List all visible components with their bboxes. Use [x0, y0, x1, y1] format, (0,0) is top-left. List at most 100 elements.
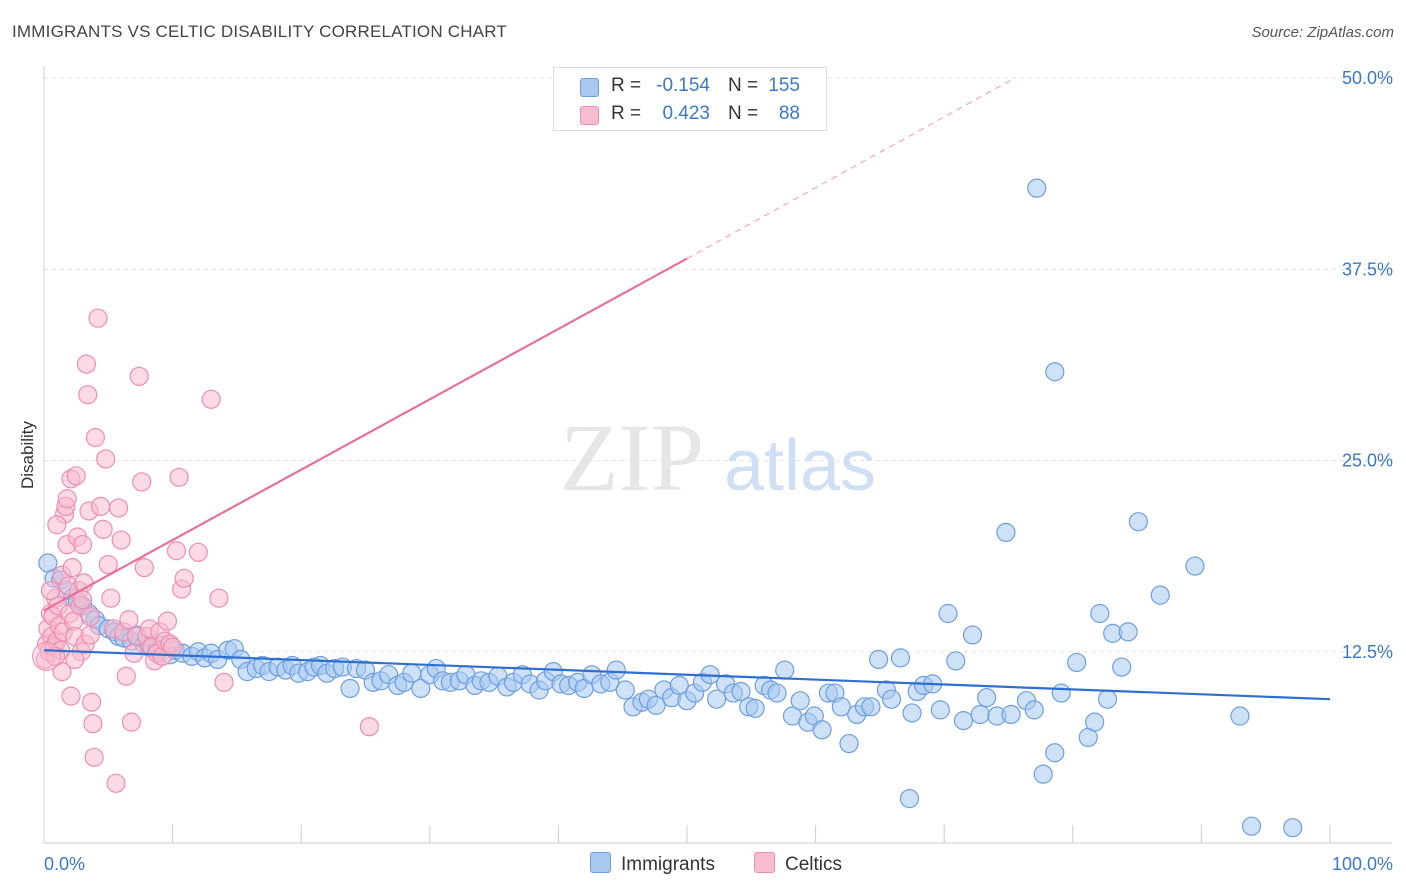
immigrants-point: [615, 680, 635, 700]
immigrants-point: [1090, 603, 1110, 624]
legend-n-value: 155: [768, 75, 800, 96]
immigrants-swatch: [590, 852, 611, 873]
series-legend-celtics[interactable]: Celtics: [754, 852, 842, 876]
celtics-point: [188, 542, 208, 562]
immigrants-point: [977, 688, 997, 708]
immigrants-point: [1230, 706, 1250, 726]
immigrants-point: [962, 625, 983, 645]
immigrants-point: [1051, 683, 1071, 703]
immigrants-point: [606, 660, 626, 680]
immigrants-point: [996, 522, 1016, 543]
celtics-legend-label: Celtics: [785, 854, 843, 875]
immigrants-point: [938, 603, 958, 624]
immigrants-point: [953, 710, 974, 731]
grid-lines: [44, 77, 1392, 653]
immigrants-point: [1024, 700, 1044, 720]
immigrants-point: [839, 733, 859, 754]
celtics-trend-line: [43, 257, 688, 612]
immigrants-point: [706, 689, 727, 709]
immigrants-point: [1001, 704, 1021, 725]
y-tick-label: 25.0%: [1342, 451, 1393, 471]
immigrants-point: [1283, 818, 1303, 838]
trend-layer: [43, 77, 1331, 701]
immigrants-point: [411, 678, 431, 699]
immigrants-point: [890, 648, 911, 668]
celtics-point: [101, 588, 121, 608]
chart-title: IMMIGRANTS VS CELTIC DISABILITY CORRELAT…: [12, 22, 508, 41]
immigrants-point: [902, 703, 922, 723]
watermark: ZIP atlas: [560, 404, 876, 511]
immigrants-trend-line: [43, 649, 1331, 701]
celtics-point: [40, 580, 61, 601]
celtics-point: [62, 557, 82, 578]
celtics-point: [81, 692, 102, 712]
legend-n-label: N =: [728, 75, 759, 96]
immigrants-point: [745, 698, 765, 718]
immigrants-point: [790, 691, 810, 711]
immigrants-point: [1185, 556, 1205, 576]
legend-swatch-immigrants: [580, 78, 599, 97]
celtics-point: [78, 385, 98, 405]
source-label: Source: ZipAtlas.com: [1251, 24, 1394, 41]
celtics-point: [209, 588, 229, 608]
celtics-point: [106, 773, 126, 793]
immigrants-legend-label: Immigrants: [621, 854, 715, 875]
celtics-point: [166, 541, 187, 561]
celtics-points: [35, 308, 379, 793]
celtics-point: [32, 641, 62, 671]
y-axis-label: Disability: [18, 420, 37, 489]
celtics-point: [116, 666, 136, 686]
celtics-point: [80, 625, 100, 645]
celtics-point: [90, 496, 111, 516]
legend-n-value: 88: [778, 103, 800, 124]
legend-r-label: R =: [611, 103, 642, 124]
immigrants-point: [881, 689, 902, 709]
immigrants-point: [1045, 362, 1065, 382]
immigrants-point: [861, 697, 881, 717]
immigrants-point: [1033, 764, 1053, 784]
watermark-zip: ZIP: [560, 404, 704, 511]
celtics-point: [93, 519, 113, 539]
y-tick-label: 12.5%: [1342, 642, 1393, 662]
x-tick-label: 100.0%: [1332, 854, 1393, 874]
immigrants-point: [1045, 743, 1065, 763]
immigrants-point: [946, 651, 966, 671]
tick-labels: 12.5% 25.0% 37.5% 50.0% 0.0% 100.0%: [44, 68, 1393, 874]
celtics-point: [174, 568, 194, 588]
immigrants-point: [1067, 652, 1087, 673]
series-layer: [32, 178, 1303, 838]
immigrants-point: [899, 789, 920, 809]
celtics-point: [111, 530, 131, 550]
immigrants-point: [767, 683, 787, 703]
celtics-trend-extension: [686, 77, 1016, 260]
celtics-point: [72, 535, 93, 555]
immigrants-point: [340, 678, 360, 699]
celtics-point: [80, 606, 100, 627]
celtics-point: [66, 466, 86, 486]
celtics-point: [157, 611, 178, 631]
immigrants-point: [731, 681, 751, 702]
legend-row-celtics: R = 0.423 N = 88: [554, 101, 826, 129]
celtics-point: [214, 672, 234, 692]
celtics-point: [85, 427, 106, 448]
immigrants-point: [930, 700, 950, 720]
legend-r-value: -0.154: [656, 75, 710, 96]
legend-r-label: R =: [611, 75, 642, 96]
celtics-point: [98, 554, 118, 575]
axes: [43, 66, 1392, 844]
celtics-point: [57, 489, 77, 509]
celtics-point: [132, 472, 152, 492]
celtics-point: [169, 467, 189, 487]
series-legend-immigrants[interactable]: Immigrants: [590, 852, 715, 876]
legend-swatch-celtics: [580, 106, 599, 125]
celtics-point: [201, 389, 221, 409]
immigrants-point: [1118, 622, 1138, 642]
immigrants-point: [869, 649, 889, 670]
celtics-point: [47, 515, 67, 535]
celtics-point: [65, 649, 85, 670]
celtics-point: [121, 712, 142, 732]
immigrants-point: [1241, 816, 1262, 836]
legend-row-immigrants: R = -0.154 N = 155: [554, 73, 826, 101]
immigrants-point: [1085, 712, 1105, 732]
